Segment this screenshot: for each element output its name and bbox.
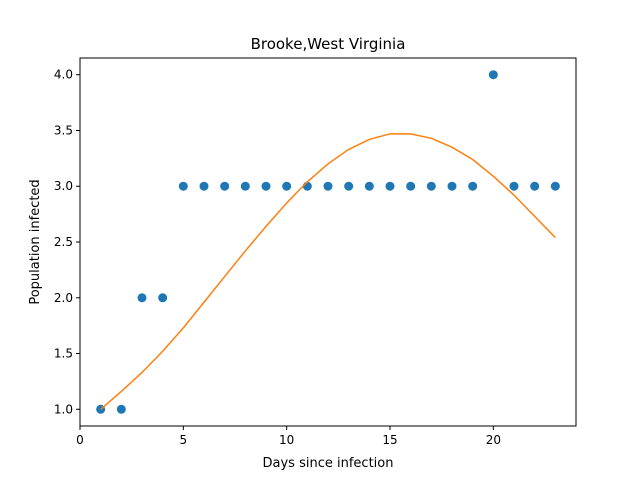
- x-axis-title: Days since infection: [263, 456, 394, 471]
- data-point-18: [447, 181, 457, 191]
- x-tick-label: 0: [76, 433, 84, 447]
- y-tick-label: 3.5: [54, 123, 73, 137]
- y-tick-label: 1.5: [54, 347, 73, 361]
- data-point-4: [158, 293, 168, 303]
- data-point-16: [406, 181, 416, 191]
- data-point-15: [385, 181, 395, 191]
- plot-area: [96, 70, 560, 414]
- y-axis: 1.0 1.5 2.0 2.5 3.0 3.5 4.0: [54, 68, 80, 416]
- x-tick-label: 5: [180, 433, 188, 447]
- y-tick-label: 4.0: [54, 68, 73, 82]
- data-point-10: [282, 181, 292, 191]
- data-point-8: [240, 181, 250, 191]
- y-axis-title: Population infected: [28, 179, 43, 304]
- fit-curve-line: [100, 133, 556, 410]
- data-point-13: [344, 181, 354, 191]
- y-tick-label: 1.0: [54, 402, 73, 416]
- chart-title: Brooke,West Virginia: [251, 35, 406, 53]
- data-point-14: [364, 181, 374, 191]
- y-tick-label: 2.5: [54, 235, 73, 249]
- data-point-6: [199, 181, 209, 191]
- data-point-20: [488, 70, 498, 80]
- x-tick-label: 20: [486, 433, 501, 447]
- data-point-3: [137, 293, 147, 303]
- data-point-2: [116, 404, 126, 414]
- x-tick-label: 15: [382, 433, 397, 447]
- data-point-5: [178, 181, 188, 191]
- data-point-9: [261, 181, 271, 191]
- y-tick-label: 3.0: [54, 179, 73, 193]
- data-point-12: [323, 181, 333, 191]
- data-point-22: [530, 181, 540, 191]
- data-point-19: [468, 181, 478, 191]
- x-tick-label: 10: [279, 433, 294, 447]
- y-tick-label: 2.0: [54, 291, 73, 305]
- axes-frame: [79, 57, 577, 427]
- x-axis: 0 5 10 15 20: [76, 426, 501, 447]
- data-point-11: [302, 181, 312, 191]
- data-point-17: [426, 181, 436, 191]
- data-point-21: [509, 181, 519, 191]
- data-point-23: [550, 181, 560, 191]
- data-point-7: [220, 181, 230, 191]
